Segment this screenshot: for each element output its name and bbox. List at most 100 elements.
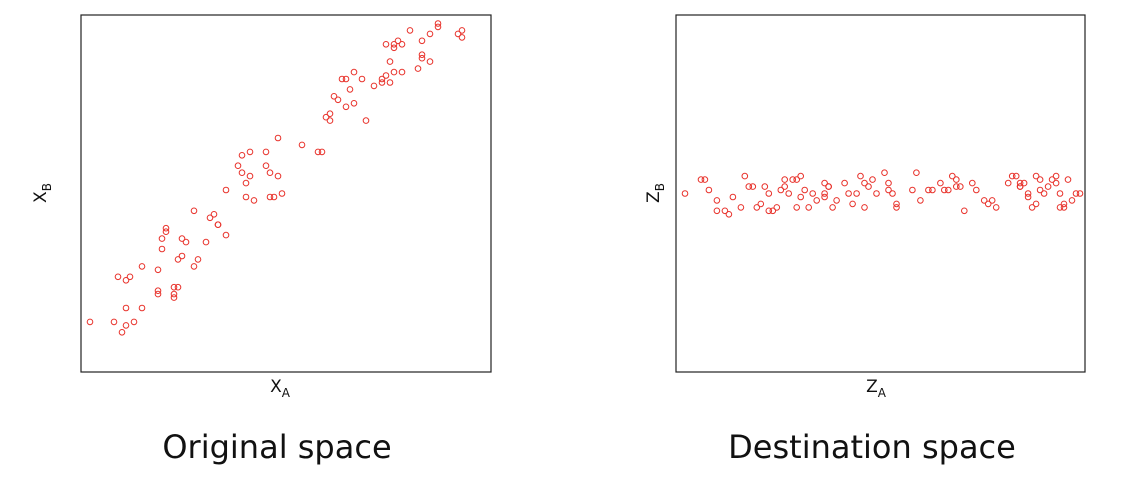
data-point-original-12 [154, 287, 162, 295]
data-point-original-69 [378, 75, 386, 83]
data-point-original-8 [122, 277, 130, 284]
data-point-original-78 [394, 37, 402, 45]
data-point-destination-34 [821, 193, 828, 201]
data-point-destination-70 [973, 186, 980, 194]
data-point-original-58 [330, 93, 338, 100]
data-point-original-34 [222, 186, 230, 194]
data-point-destination-63 [945, 186, 952, 194]
data-point-destination-44 [857, 172, 864, 180]
data-point-destination-48 [869, 176, 876, 183]
data-point-destination-39 [833, 197, 840, 204]
data-point-original-15 [158, 235, 166, 242]
data-point-destination-6 [721, 207, 729, 215]
data-point-destination-72 [984, 200, 992, 208]
data-point-destination-43 [853, 190, 860, 197]
data-point-original-43 [250, 197, 258, 204]
data-point-original-41 [246, 172, 254, 180]
points-group-right [681, 169, 1084, 218]
data-point-destination-98 [1064, 176, 1072, 183]
data-point-destination-20 [777, 186, 785, 194]
data-point-original-92 [458, 27, 466, 34]
data-point-original-19 [170, 290, 178, 298]
caption-original-space: Original space [162, 428, 392, 466]
data-point-original-9 [126, 273, 134, 281]
data-point-original-68 [370, 82, 378, 90]
y-axis-label-right: ZB [644, 183, 667, 203]
data-point-destination-60 [929, 186, 936, 194]
data-point-destination-33 [821, 179, 828, 187]
data-point-destination-5 [713, 197, 721, 204]
data-point-destination-101 [1076, 190, 1084, 197]
data-point-original-84 [418, 51, 426, 59]
data-point-original-75 [390, 41, 398, 48]
data-point-original-29 [202, 238, 210, 246]
data-point-destination-32 [813, 197, 821, 204]
data-point-original-33 [214, 221, 222, 228]
data-point-original-11 [154, 266, 162, 274]
data-point-destination-89 [1040, 190, 1048, 197]
data-point-original-79 [398, 41, 406, 48]
data-point-original-31 [210, 211, 218, 218]
y-axis-label-left: XB [31, 183, 54, 203]
data-point-original-44 [262, 162, 270, 169]
data-point-destination-41 [845, 190, 852, 197]
data-point-destination-92 [1052, 179, 1060, 187]
data-point-destination-2 [701, 176, 709, 183]
data-point-destination-91 [1048, 176, 1056, 183]
data-point-original-48 [270, 193, 278, 201]
data-point-original-5 [130, 318, 138, 326]
data-point-destination-0 [681, 190, 689, 197]
data-point-destination-71 [980, 197, 988, 204]
data-point-original-17 [162, 224, 170, 232]
data-point-original-36 [234, 162, 242, 169]
data-point-original-67 [362, 117, 370, 124]
data-point-original-51 [278, 190, 286, 197]
data-point-original-49 [274, 172, 282, 180]
data-point-destination-58 [917, 197, 924, 204]
data-point-destination-88 [1036, 186, 1044, 194]
data-point-original-20 [170, 283, 178, 291]
data-point-original-28 [194, 256, 202, 263]
data-point-original-72 [382, 72, 390, 79]
data-point-original-26 [190, 263, 198, 270]
data-point-destination-86 [1032, 172, 1040, 180]
data-point-original-85 [418, 37, 426, 45]
data-point-original-30 [206, 214, 214, 222]
data-point-original-0 [86, 318, 94, 326]
data-point-destination-35 [821, 190, 828, 197]
plot-frame-right [675, 14, 1086, 373]
data-point-original-45 [262, 148, 270, 156]
data-point-original-64 [350, 68, 358, 76]
data-point-destination-52 [885, 186, 892, 194]
data-point-destination-64 [949, 172, 956, 180]
data-point-destination-47 [865, 183, 872, 190]
data-point-original-39 [242, 179, 250, 187]
data-point-original-38 [238, 152, 246, 159]
data-point-destination-80 [1016, 179, 1024, 187]
data-point-original-25 [182, 238, 190, 246]
data-point-original-83 [418, 54, 426, 62]
data-point-original-90 [454, 30, 462, 38]
data-point-original-74 [386, 79, 394, 86]
data-point-original-81 [406, 27, 414, 34]
data-point-destination-3 [705, 186, 713, 194]
data-point-original-61 [342, 75, 350, 83]
data-point-destination-51 [885, 179, 892, 187]
data-point-original-73 [386, 58, 394, 65]
data-point-destination-10 [741, 172, 749, 180]
data-point-destination-81 [1020, 179, 1028, 187]
data-point-destination-75 [1004, 179, 1012, 187]
data-point-destination-46 [861, 204, 868, 211]
data-point-original-16 [162, 228, 170, 235]
data-point-destination-25 [793, 204, 801, 211]
data-point-original-56 [326, 117, 334, 124]
data-point-destination-57 [913, 169, 920, 176]
data-point-original-21 [174, 283, 182, 291]
data-point-destination-14 [757, 200, 765, 208]
data-point-destination-16 [765, 190, 773, 197]
data-point-destination-17 [765, 207, 773, 215]
data-point-original-50 [274, 134, 282, 142]
data-point-original-52 [298, 141, 306, 149]
data-point-destination-83 [1024, 190, 1032, 197]
data-point-destination-56 [909, 186, 916, 194]
